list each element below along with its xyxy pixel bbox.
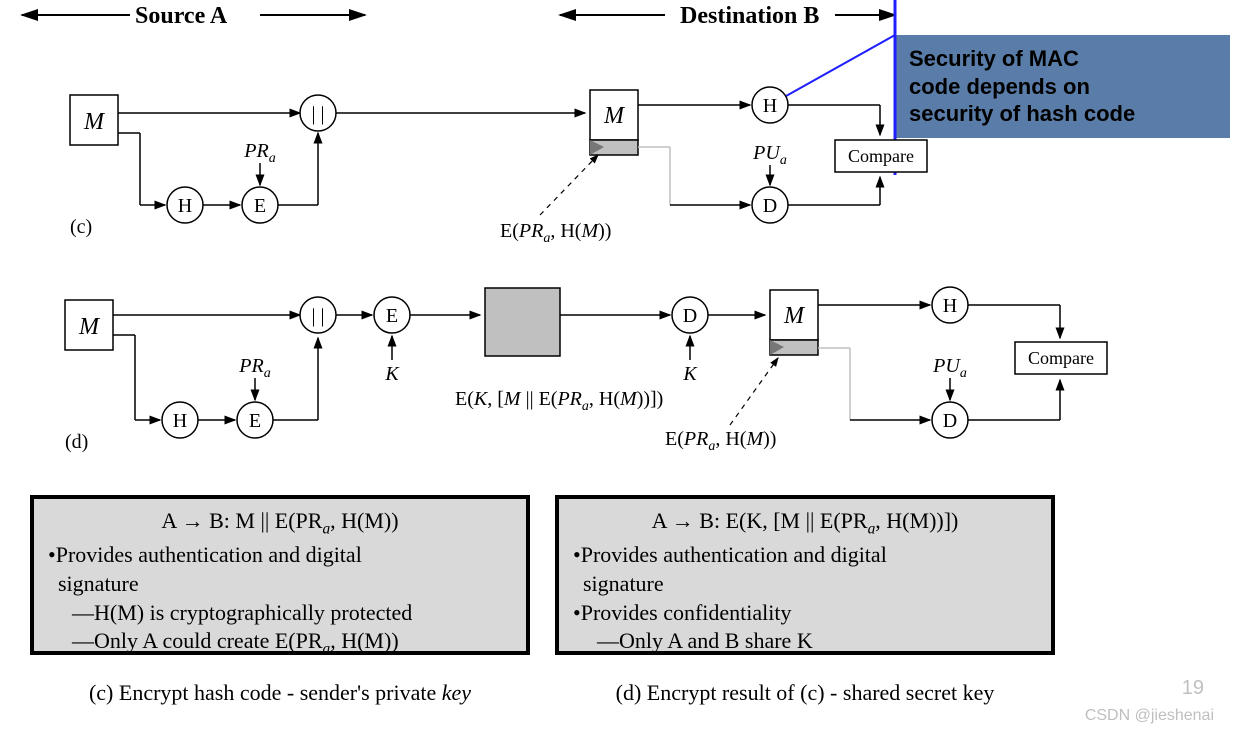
d-H-src: H xyxy=(173,410,187,432)
d-M-src: M xyxy=(78,314,101,340)
box-c-line1: •Provides authentication and digital xyxy=(48,541,512,570)
caption-c: (c) Encrypt hash code - sender's private… xyxy=(30,680,530,706)
c-H-dst: H xyxy=(763,95,777,117)
c-compare: Compare xyxy=(848,146,914,166)
svg-text:E(K, [M || E(PRa, H(M))]): E(K, [M || E(PRa, H(M))]) xyxy=(455,388,663,414)
d-E-K: E xyxy=(386,305,398,327)
box-d-sub1: —Only A and B share K xyxy=(597,628,813,653)
page-number: 19 xyxy=(1182,677,1204,700)
c-concat: | | xyxy=(311,103,324,125)
svg-text:E(PRa, H(M)): E(PRa, H(M)) xyxy=(665,428,776,454)
c-E-src: E xyxy=(254,195,266,217)
svg-text:PRa: PRa xyxy=(238,355,270,381)
c-label: (c) xyxy=(70,216,92,238)
c-D: D xyxy=(763,195,777,217)
caption-d: (d) Encrypt result of (c) - shared secre… xyxy=(555,680,1055,706)
c-M-dst: M xyxy=(603,103,626,129)
d-H-dst: H xyxy=(943,295,957,317)
d-compare: Compare xyxy=(1028,348,1094,368)
svg-text:PUa: PUa xyxy=(752,142,787,168)
box-c-formula: A → B: M || E(PRa, H(M)) xyxy=(48,507,512,539)
c-H-src: H xyxy=(178,195,192,217)
d-label: (d) xyxy=(65,431,88,453)
box-d-line2: •Provides confidentiality xyxy=(573,599,1037,628)
d-E-src: E xyxy=(249,410,261,432)
source-label: Source A xyxy=(135,3,227,30)
d-M-dst: M xyxy=(783,303,806,329)
desc-box-c: A → B: M || E(PRa, H(M)) •Provides authe… xyxy=(30,495,530,655)
desc-box-d: A → B: E(K, [M || E(PRa, H(M))]) •Provid… xyxy=(555,495,1055,655)
diagram-d: M H E PRa | | E K E(K, [M || E(PRa, H(M)… xyxy=(10,260,1230,480)
svg-text:PUa: PUa xyxy=(932,355,967,381)
watermark: CSDN @jieshenai xyxy=(1085,707,1214,725)
svg-text:E(PRa, H(M)): E(PRa, H(M)) xyxy=(500,220,611,246)
box-d-formula: A → B: E(K, [M || E(PRa, H(M))]) xyxy=(573,507,1037,539)
d-D2: D xyxy=(943,410,957,432)
box-c-sub1: —H(M) is cryptographically protected xyxy=(72,600,412,625)
d-D-K: D xyxy=(683,305,697,327)
box-d-line1b: signature xyxy=(573,570,1037,599)
diagram-c: M H E PRa | | M H Compare D PUa E(PRa, H… xyxy=(10,55,1110,255)
d-K-src: K xyxy=(384,363,400,385)
destination-label: Destination B xyxy=(680,3,819,30)
box-d-line1: •Provides authentication and digital xyxy=(573,541,1037,570)
svg-text:PRa: PRa xyxy=(243,140,275,166)
d-K-dst: K xyxy=(682,363,698,385)
box-c-line1b: signature xyxy=(48,570,512,599)
d-concat: | | xyxy=(311,305,324,327)
c-M-src: M xyxy=(83,109,106,135)
